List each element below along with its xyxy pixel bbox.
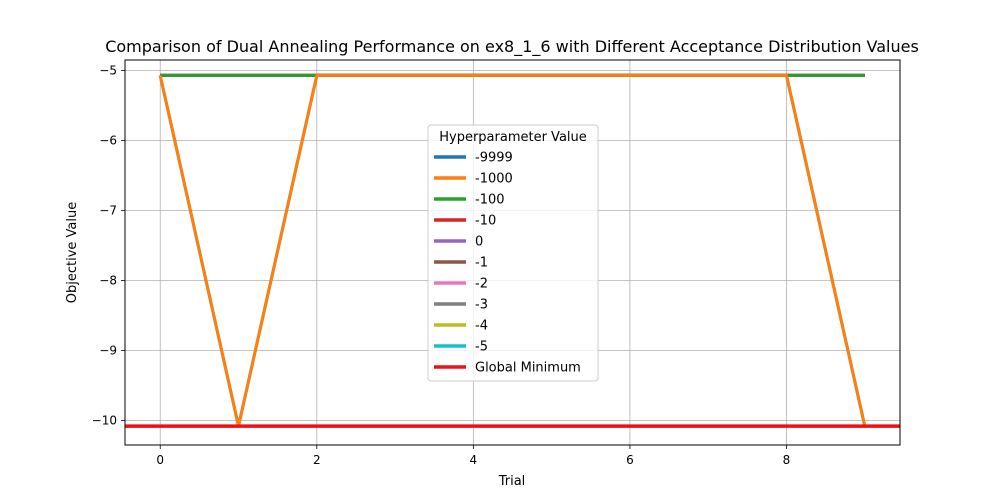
- legend-label: -2: [475, 277, 488, 292]
- legend-box: [427, 124, 599, 382]
- x-tick-label: 6: [626, 453, 634, 467]
- x-tick-layer: 0 2 4 6 8: [156, 445, 790, 467]
- legend-label: -1: [475, 256, 488, 271]
- legend-label: -9999: [475, 151, 513, 166]
- x-tick-label: 0: [156, 453, 164, 467]
- x-tick-label: 8: [783, 453, 791, 467]
- y-tick-layer: −5 −6 −7 −8 −9 −10: [92, 64, 125, 428]
- y-tick-label: −6: [99, 134, 117, 148]
- chart-title: Comparison of Dual Annealing Performance…: [105, 37, 919, 57]
- y-axis-label: Objective Value: [65, 202, 80, 303]
- legend-label: -5: [475, 340, 488, 355]
- legend-label: Global Minimum: [475, 361, 581, 376]
- legend-label: -10: [475, 214, 496, 229]
- x-tick-label: 4: [470, 453, 478, 467]
- legend-label: -3: [475, 298, 488, 313]
- legend-label: 0: [475, 235, 483, 250]
- y-tick-label: −8: [99, 274, 117, 288]
- series-layer: [125, 73, 900, 428]
- y-tick-label: −7: [99, 204, 117, 218]
- legend-label: -1000: [475, 172, 513, 187]
- y-tick-label: −9: [99, 344, 117, 358]
- x-axis-label: Trial: [498, 474, 526, 489]
- series-line: [158, 73, 867, 428]
- legend: Hyperparameter Value -9999-1000-100-100-…: [427, 124, 599, 382]
- plot-frame: [124, 59, 901, 446]
- y-tick-label: −10: [92, 414, 117, 428]
- legend-title: Hyperparameter Value: [439, 130, 587, 145]
- legend-label: -4: [475, 319, 488, 334]
- x-tick-label: 2: [313, 453, 321, 467]
- legend-label: -100: [475, 193, 505, 208]
- y-tick-label: −5: [99, 64, 117, 78]
